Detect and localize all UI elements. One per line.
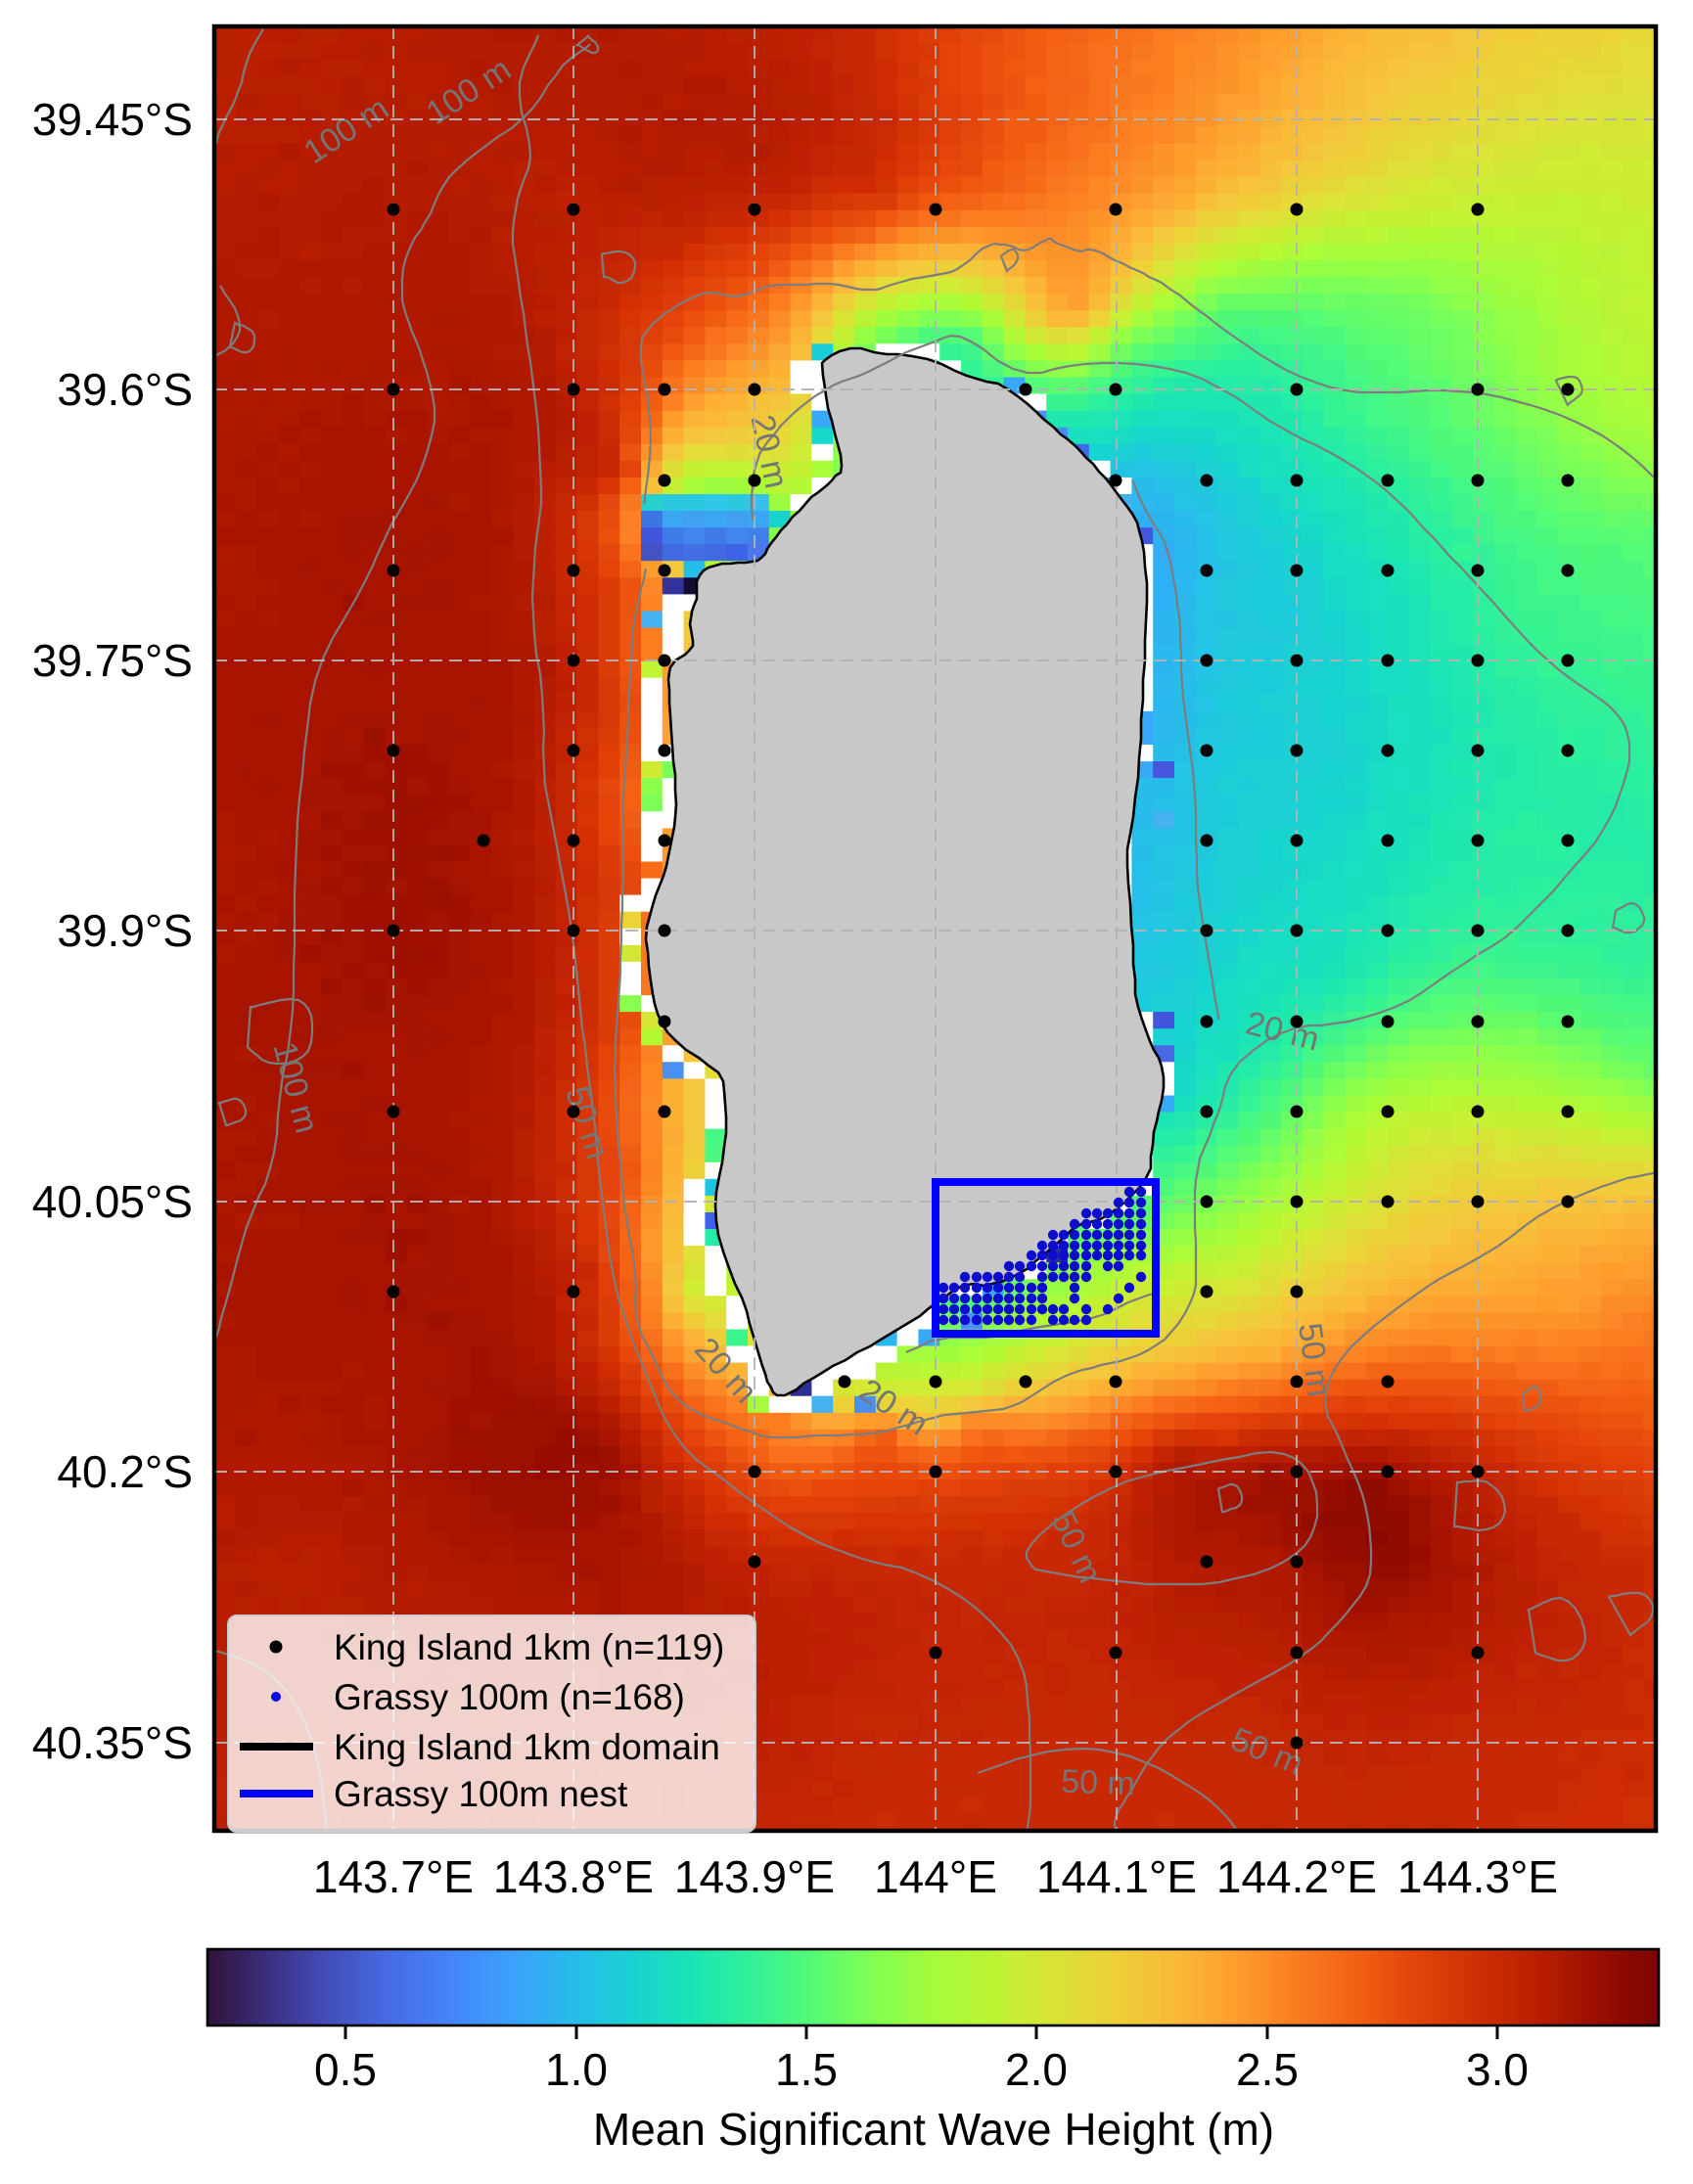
svg-text:50 m: 50 m [1061,1763,1136,1803]
svg-text:40.2°S: 40.2°S [57,1446,193,1497]
svg-text:39.9°S: 39.9°S [57,905,193,956]
svg-text:40.05°S: 40.05°S [32,1176,193,1227]
svg-text:40.35°S: 40.35°S [32,1717,193,1768]
svg-text:143.8°E: 143.8°E [493,1851,654,1902]
svg-text:143.7°E: 143.7°E [313,1851,474,1902]
svg-text:39.45°S: 39.45°S [32,94,193,145]
svg-text:143.9°E: 143.9°E [674,1851,835,1902]
svg-text:39.75°S: 39.75°S [32,635,193,686]
svg-text:39.6°S: 39.6°S [57,364,193,415]
